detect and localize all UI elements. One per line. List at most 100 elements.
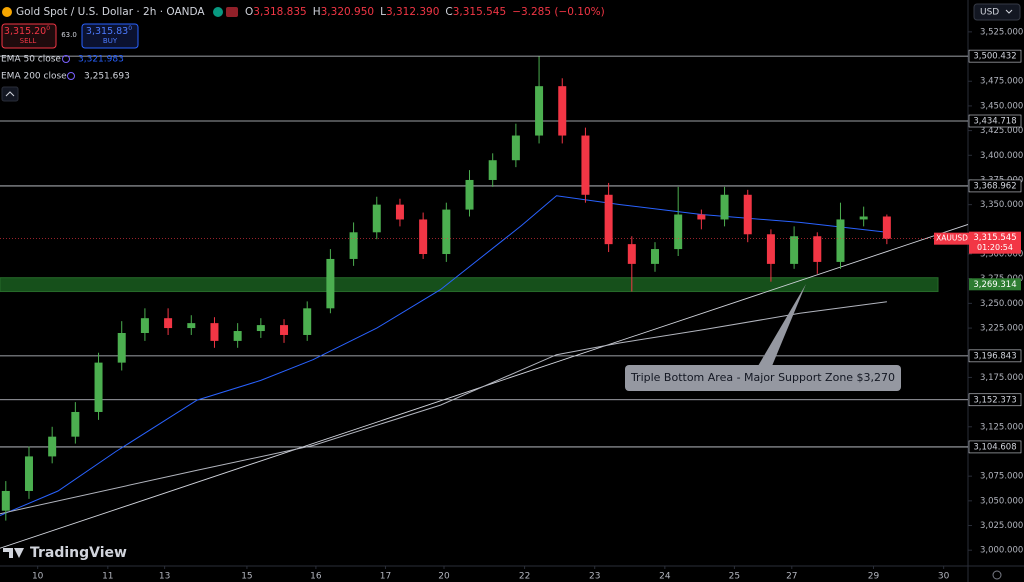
price-tag [969, 231, 1021, 254]
candle-body [326, 258, 335, 309]
legend-icon [67, 72, 75, 80]
level-label: 3,368.962 [973, 181, 1016, 191]
candle-body [117, 332, 126, 363]
level-label: 3,500.432 [973, 52, 1016, 62]
zone-label: 3,269.314 [973, 280, 1016, 290]
candle-body [558, 86, 567, 136]
x-tick-label: 20 [438, 572, 450, 582]
y-tick-label: 3,475.000 [980, 77, 1023, 87]
candle-body [210, 323, 219, 341]
candle-body [882, 216, 891, 239]
ohlc-key: L [380, 6, 386, 18]
y-tick-label: 3,025.000 [980, 521, 1023, 531]
tv-logo-icon [3, 548, 24, 558]
x-tick-label: 27 [786, 572, 797, 582]
candle-body [604, 194, 613, 245]
buy-button[interactable] [81, 23, 139, 49]
ema-line [0, 195, 887, 517]
candle-body [164, 318, 173, 329]
currency: USD [980, 8, 999, 18]
candle-body [256, 325, 265, 332]
x-tick-label: 13 [159, 572, 170, 582]
dropdown-icon [1005, 9, 1013, 14]
candle-body [24, 456, 33, 491]
y-tick-label: 3,350.000 [980, 200, 1023, 210]
ohlc-value: 3,312.390 [386, 6, 439, 18]
ohlc-value: 3,315.545 [453, 6, 506, 18]
candle-body [465, 179, 474, 210]
zone-label-box [969, 278, 1021, 291]
x-tick-label: 10 [32, 572, 44, 582]
candle-body [442, 209, 451, 255]
candle-body [650, 249, 659, 264]
currency-button[interactable] [973, 3, 1021, 21]
candle-body [280, 325, 289, 335]
symbol-title: Gold Spot / U.S. Dollar · 2h · OANDA [16, 6, 205, 18]
candle-body [766, 234, 775, 264]
candle-body [395, 204, 404, 220]
legend-value: 3,321.983 [78, 55, 124, 65]
candle-body [140, 318, 149, 333]
status-icon [226, 7, 238, 17]
collapse-button[interactable] [1, 86, 19, 102]
candle-body [488, 160, 497, 180]
candle-body [627, 244, 636, 264]
status-icon [213, 7, 223, 17]
level-label-box [968, 179, 1022, 193]
sell-button[interactable] [1, 23, 57, 49]
legend-icon [62, 55, 70, 63]
level-label-box [968, 114, 1022, 128]
price-small: 0 [46, 25, 50, 32]
candle-body [303, 308, 312, 335]
candle-body [674, 214, 683, 250]
level-label: 3,104.608 [973, 442, 1016, 452]
buy-label: BUY [103, 37, 118, 45]
x-tick-label: 22 [519, 572, 530, 582]
symbol-tag-label: XAUUSD [936, 234, 968, 243]
annotation-box [625, 365, 901, 391]
collapse-icon [5, 91, 15, 97]
buy-price: 3,315.830 [86, 25, 132, 37]
ohlc-value: 3,318.835 [253, 6, 306, 18]
candle-body [859, 216, 868, 220]
level-label-box [968, 49, 1022, 63]
x-tick-label: 29 [868, 572, 880, 582]
x-tick-label: 17 [380, 572, 391, 582]
support-zone [0, 277, 939, 293]
candle-body [743, 194, 752, 235]
candle-body [94, 362, 103, 412]
y-tick-label: 3,450.000 [980, 101, 1023, 111]
candle-body [233, 331, 242, 341]
candle-body [71, 411, 80, 437]
level-label: 3,434.718 [973, 117, 1016, 127]
spread: 63.0 [61, 31, 77, 39]
candle-body [535, 86, 544, 136]
x-tick-label: 24 [659, 572, 671, 582]
change: −3.285 (−0.10%) [512, 6, 605, 18]
level-label-box [968, 440, 1022, 454]
candle-body [511, 135, 520, 161]
y-tick-label: 3,250.000 [980, 299, 1023, 309]
candle-body [419, 219, 428, 255]
x-tick-label: 30 [938, 572, 950, 582]
ohlc-key: H [313, 6, 321, 18]
price-small: 0 [128, 25, 132, 32]
x-tick-label: 15 [241, 572, 252, 582]
level-label-box [968, 349, 1022, 363]
sell-price: 3,315.200 [4, 25, 50, 37]
candle-body [697, 214, 706, 220]
y-tick-label: 3,425.000 [980, 126, 1023, 136]
candle-body [581, 135, 590, 195]
candle-body [790, 236, 799, 264]
level-label-box [968, 393, 1022, 407]
candle-body [836, 219, 845, 262]
candle-body [372, 204, 381, 233]
candle-body [1, 490, 10, 511]
candle-body [813, 236, 822, 262]
y-tick-label: 3,175.000 [980, 373, 1023, 383]
settings-icon[interactable] [992, 570, 1002, 580]
annotation-pointer [758, 284, 806, 366]
y-tick-label: 3,075.000 [980, 472, 1023, 482]
annotation-text: Triple Bottom Area - Major Support Zone … [630, 371, 895, 384]
